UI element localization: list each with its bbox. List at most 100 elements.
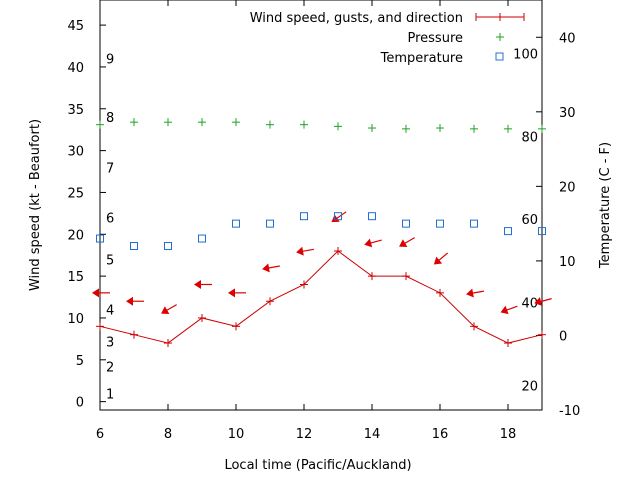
beaufort-label: 5 (106, 253, 114, 268)
beaufort-label: 3 (106, 335, 114, 350)
wind-direction-arrow (228, 288, 246, 298)
y-left-tick-label: 0 (76, 396, 84, 411)
legend-label-temperature: Temperature (380, 51, 463, 66)
x-tick-label: 14 (364, 427, 381, 442)
y-left-tick-label: 20 (67, 228, 84, 243)
pressure-point (436, 124, 444, 133)
wind-direction-arrow (126, 296, 144, 306)
pressure-series (96, 118, 546, 133)
temperature-point (436, 219, 444, 228)
wind-speed-line (99, 250, 543, 344)
legend-label-pressure: Pressure (407, 31, 463, 46)
temperature-point (470, 219, 478, 228)
wind-direction-arrow (296, 246, 314, 256)
pressure-point (96, 120, 104, 129)
fahrenheit-label: 40 (521, 297, 538, 312)
y-left-tick-label: 15 (67, 270, 84, 285)
y-left-tick-label: 5 (76, 354, 84, 369)
y-left-tick-label: 40 (67, 61, 84, 76)
beaufort-scale: 1 2 3 4 5 6 7 8 9 (106, 53, 114, 403)
wind-speed-point (334, 247, 342, 256)
x-axis: 6 8 10 12 14 16 18 (96, 0, 516, 442)
pressure-point (198, 118, 206, 127)
beaufort-label: 7 (106, 161, 114, 176)
wind-speed-point (300, 280, 308, 289)
y-right-tick-label: 10 (559, 255, 576, 270)
beaufort-label: 8 (106, 111, 114, 126)
y-right-tick-label: 40 (559, 31, 576, 46)
temperature-point (300, 212, 308, 221)
pressure-point (130, 118, 138, 127)
pressure-point (164, 118, 172, 127)
temperature-series (96, 212, 546, 250)
beaufort-label: 6 (106, 212, 114, 227)
wind-direction-arrow (500, 305, 518, 315)
fahrenheit-label: 20 (521, 379, 538, 394)
wind-speed-point (198, 313, 206, 322)
wind-direction-series (92, 211, 552, 315)
wind-direction-arrow (194, 279, 212, 289)
wind-direction-arrow (262, 263, 280, 273)
temperature-point (402, 219, 410, 228)
beaufort-label: 4 (106, 304, 114, 319)
legend: Wind speed, gusts, and direction Pressur… (250, 11, 525, 66)
wind-direction-arrow (92, 288, 110, 298)
temperature-point (368, 212, 376, 221)
pressure-point (470, 124, 478, 133)
temperature-point (130, 242, 138, 250)
x-tick-label: 12 (296, 427, 313, 442)
fahrenheit-label: 60 (521, 213, 538, 228)
temperature-point (96, 234, 104, 243)
beaufort-label: 1 (106, 387, 114, 402)
pressure-point (368, 124, 376, 133)
wind-direction-arrow (399, 237, 415, 248)
wind-speed-point (96, 322, 104, 331)
wind-speed-point (470, 322, 478, 331)
y-axis-left-title: Wind speed (kt - Beaufort) (28, 119, 43, 291)
y-right-tick-label: 20 (559, 180, 576, 195)
wind-direction-arrow (364, 238, 382, 248)
y-right-tick-label: 30 (559, 106, 576, 121)
wind-direction-arrow (161, 304, 177, 314)
wind-speed-point (436, 288, 444, 297)
y-axis-right-title: Temperature (C - F) (598, 142, 613, 269)
temperature-point (538, 227, 546, 236)
wind-speed-point (504, 339, 512, 348)
x-tick-label: 6 (96, 427, 104, 442)
temperature-point (504, 227, 512, 236)
temperature-point (266, 219, 274, 228)
wind-speed-series (96, 247, 546, 348)
x-tick-label: 16 (432, 427, 449, 442)
wind-speed-point (538, 330, 546, 339)
legend-marker-temperature (495, 52, 504, 61)
fahrenheit-label: 80 (521, 130, 538, 145)
x-axis-title: Local time (Pacific/Auckland) (224, 458, 411, 473)
wind-direction-arrow (331, 211, 347, 223)
temperature-point (232, 219, 240, 228)
temperature-point (334, 212, 342, 221)
y-left-tick-label: 35 (67, 103, 84, 118)
legend-label-wind: Wind speed, gusts, and direction (250, 11, 463, 26)
wind-speed-point (130, 330, 138, 339)
beaufort-label: 9 (106, 53, 114, 68)
pressure-point (504, 124, 512, 133)
x-tick-label: 8 (164, 427, 172, 442)
wind-speed-point (402, 272, 410, 281)
x-tick-label: 10 (228, 427, 245, 442)
fahrenheit-scale: 20 40 60 80 100 (513, 48, 538, 395)
pressure-point (334, 122, 342, 131)
y-right-tick-label: -10 (559, 404, 580, 419)
pressure-point (266, 120, 274, 129)
y-left-tick-label: 25 (67, 186, 84, 201)
wind-direction-arrow (534, 297, 552, 306)
y-left-tick-label: 45 (67, 19, 84, 34)
wind-direction-arrow (433, 252, 449, 265)
y-axis-right: -10 0 10 20 30 40 (536, 31, 580, 419)
wind-speed-point (266, 297, 274, 306)
temperature-point (164, 242, 172, 250)
legend-marker-pressure (496, 33, 504, 41)
plot-frame (99, 0, 543, 411)
y-left-tick-label: 10 (67, 312, 84, 327)
wind-speed-point (368, 272, 376, 281)
